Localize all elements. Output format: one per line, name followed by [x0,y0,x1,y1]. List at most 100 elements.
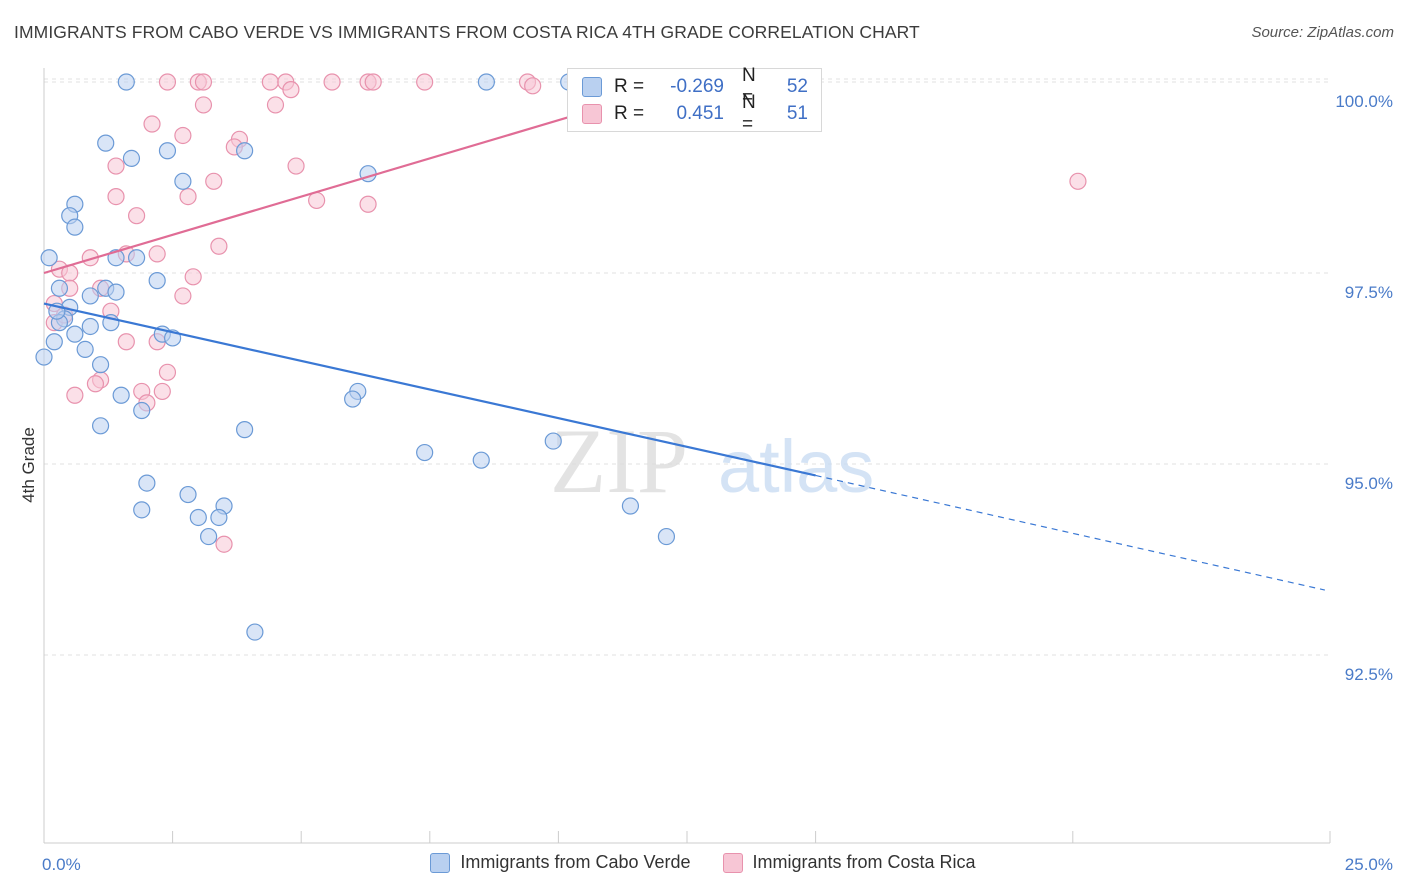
x-tick-label-1: 25.0% [1345,855,1393,874]
point-pink-8 [416,73,434,91]
y-tick-label-1: 97.5% [1345,283,1393,302]
point-blue-18 [107,283,125,301]
point-blue-34 [344,390,362,408]
legend-item-cabo-verde[interactable]: Immigrants from Cabo Verde [430,852,691,873]
point-pink-12 [194,96,213,114]
point-blue-37 [236,421,254,439]
series-legend: Immigrants from Cabo Verde Immigrants fr… [0,852,1406,873]
point-pink-14 [143,115,161,133]
legend-label: Immigrants from Cabo Verde [460,852,691,872]
point-blue-41 [138,474,156,492]
n-value: 52 [786,76,808,97]
point-pink-11 [282,81,300,99]
point-blue-0 [117,73,135,91]
grid-lines [44,78,1330,656]
y-tick-label-2: 95.0% [1345,474,1393,493]
point-pink-5 [323,73,341,91]
point-pink-48 [117,333,135,351]
point-pink-2 [194,73,213,91]
point-blue-11 [66,218,84,236]
point-blue-40 [472,451,490,469]
point-blue-48 [200,527,218,546]
point-blue-42 [179,485,197,504]
point-blue-12 [40,249,58,267]
point-blue-45 [189,508,207,527]
swatch-pink [582,104,602,124]
legend-item-costa-rica[interactable]: Immigrants from Costa Rica [722,852,976,873]
swatch-blue [582,77,602,97]
point-pink-26 [127,207,146,225]
legend-swatch-blue [430,852,451,873]
point-pink-23 [179,188,197,206]
point-blue-7 [174,172,192,190]
point-blue-3 [97,134,115,152]
point-pink-19 [287,157,305,175]
chart-title: IMMIGRANTS FROM CABO VERDE VS IMMIGRANTS… [14,22,920,42]
point-pink-15 [174,126,192,145]
point-blue-5 [158,142,177,160]
n-key: N = [742,65,756,108]
legend-swatch-pink [722,852,743,873]
point-blue-28 [45,333,63,351]
point-blue-6 [236,142,254,160]
point-pink-20 [205,172,223,190]
point-pink-29 [148,245,166,263]
point-blue-46 [210,508,228,527]
point-pink-41 [158,363,177,381]
point-pink-45 [153,382,171,401]
point-blue-32 [112,386,130,404]
legend-label: Immigrants from Costa Rica [752,852,976,872]
point-blue-16 [50,279,69,297]
y-tick-labels: 100.0% 97.5% 95.0% 92.5% [1335,92,1393,684]
trend-lines [43,80,1325,591]
point-pink-36 [174,287,192,305]
point-blue-23 [81,317,99,336]
r-value: 0.451 [676,103,724,124]
point-pink-27 [210,237,228,255]
watermark-atlas: atlas [718,425,874,508]
point-pink-18 [107,157,125,175]
point-blue-14 [127,249,146,267]
point-blue-50 [246,623,264,641]
point-blue-44 [133,501,151,519]
point-pink-13 [266,96,285,114]
r-key: R = [614,76,645,97]
point-blue-49 [657,527,676,546]
point-blue-27 [66,325,84,343]
point-blue-19 [81,287,99,305]
trend-line-blue-extrapolated [815,474,1325,591]
point-blue-4 [122,149,141,167]
point-blue-35 [133,401,151,420]
y-tick-label-0: 100.0% [1335,92,1393,111]
n-value: 51 [786,103,808,124]
point-pink-46 [66,386,84,404]
point-blue-1 [477,73,495,91]
stats-row-costa-rica: R = 0.451 N = 51 [582,92,808,135]
point-blue-15 [148,272,166,290]
n-key: N = [742,92,756,135]
point-pink-3 [261,73,279,91]
point-blue-31 [91,356,110,374]
point-pink-21 [1069,172,1087,190]
source-credit: Source: ZipAtlas.com [1251,24,1394,41]
watermark-zip: ZIP [550,410,688,512]
point-pink-49 [215,535,233,553]
r-value: -0.269 [670,76,724,97]
y-tick-label-3: 92.5% [1345,665,1393,684]
point-blue-36 [91,417,110,435]
point-pink-43 [86,375,105,393]
r-key: R = [614,103,645,124]
stats-row-cabo-verde: R = -0.269 N = 52 [582,65,808,108]
stats-legend: R = -0.269 N = 52 R = 0.451 N = 51 [567,65,822,135]
trend-line-blue [43,302,816,477]
point-pink-10 [524,77,542,95]
point-pink-0 [158,73,177,91]
point-pink-33 [184,268,202,286]
point-blue-38 [544,432,562,450]
x-tick-label-0: 0.0% [42,855,81,874]
x-tick-labels: 0.0% 25.0% [42,855,1393,874]
point-blue-47 [621,497,640,515]
point-pink-22 [107,188,125,206]
series-cabo-verde-points [35,73,676,641]
